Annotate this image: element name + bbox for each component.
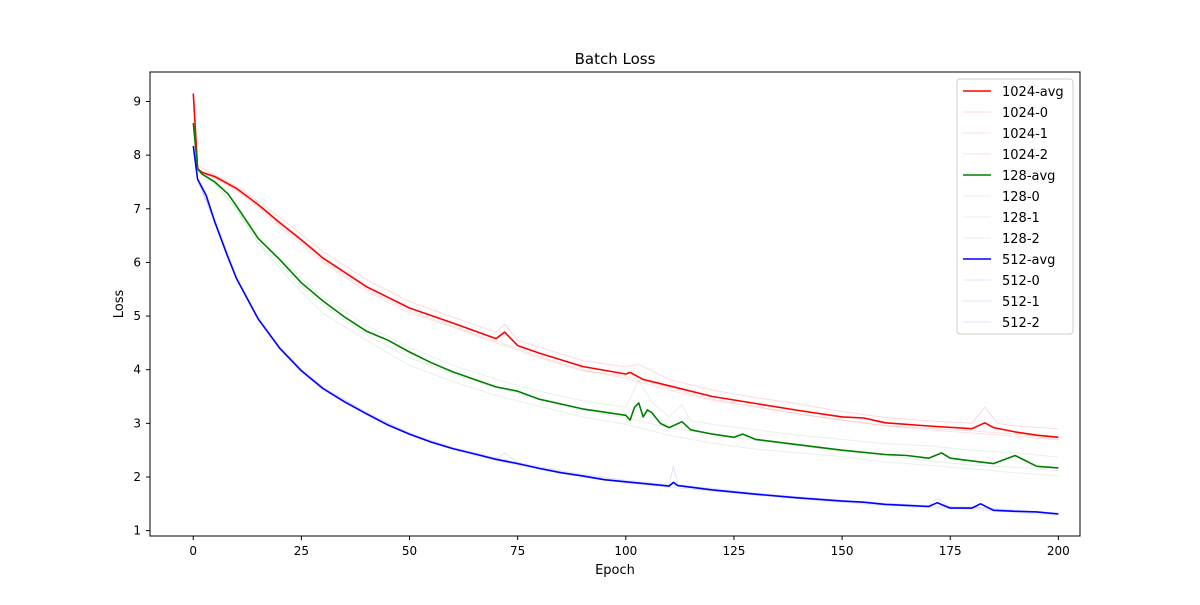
series-lines — [192, 93, 1059, 516]
series-line-1024-0 — [192, 93, 1059, 430]
legend-label-128-2: 128-2 — [1002, 232, 1040, 247]
legend-label-512-avg: 512-avg — [1002, 253, 1055, 268]
x-tick-label: 125 — [723, 544, 746, 558]
legend-box — [956, 78, 1074, 335]
legend-label-512-2: 512-2 — [1002, 316, 1040, 331]
x-tick-label: 50 — [402, 544, 417, 558]
x-tick-label: 100 — [614, 544, 637, 558]
legend-label-1024-2: 1024-2 — [1002, 148, 1048, 163]
legend-label-128-0: 128-0 — [1002, 190, 1040, 205]
legend-label-128-avg: 128-avg — [1002, 169, 1055, 184]
y-tick-label: 6 — [133, 255, 141, 269]
y-tick-label: 5 — [133, 309, 141, 323]
axis-ticks: 0 25 50 75 100 125 150 175 200 1 2 3 4 5 6 7 8 9 — [133, 95, 1069, 558]
y-tick-label: 3 — [133, 416, 141, 430]
plot-frame — [149, 71, 1081, 537]
chart-title: Batch Loss — [575, 50, 656, 68]
legend-label-1024-avg: 1024-avg — [1002, 85, 1064, 100]
y-tick-label: 4 — [133, 363, 141, 377]
series-line-128-0 — [192, 122, 1059, 458]
legend: 1024-avg 1024-0 1024-1 1024-2 128-avg 128-0 12… — [956, 78, 1074, 335]
x-tick-label: 75 — [510, 544, 525, 558]
series-line-128-avg — [192, 122, 1059, 469]
series-line-1024-1 — [192, 93, 1059, 441]
series-line-1024-2 — [192, 93, 1059, 440]
series-line-512-avg — [192, 145, 1059, 515]
y-tick-label: 2 — [133, 470, 141, 484]
series-line-512-0 — [192, 145, 1059, 514]
y-tick-label: 9 — [133, 95, 141, 109]
y-tick-label: 8 — [133, 148, 141, 162]
legend-label-128-1: 128-1 — [1002, 211, 1040, 226]
x-tick-label: 150 — [831, 544, 854, 558]
x-axis-label: Epoch — [595, 563, 635, 578]
legend-label-512-0: 512-0 — [1002, 274, 1040, 289]
legend-label-512-1: 512-1 — [1002, 295, 1040, 310]
legend-label-1024-0: 1024-0 — [1002, 106, 1048, 121]
series-line-128-2 — [192, 122, 1059, 477]
y-axis-label: Loss — [112, 290, 127, 319]
x-tick-label: 175 — [939, 544, 962, 558]
x-tick-label: 200 — [1047, 544, 1070, 558]
y-tick-label: 7 — [133, 202, 141, 216]
x-tick-label: 25 — [294, 544, 309, 558]
legend-label-1024-1: 1024-1 — [1002, 127, 1048, 142]
y-tick-label: 1 — [133, 524, 141, 538]
series-line-1024-avg — [192, 93, 1059, 439]
x-tick-label: 0 — [189, 544, 197, 558]
